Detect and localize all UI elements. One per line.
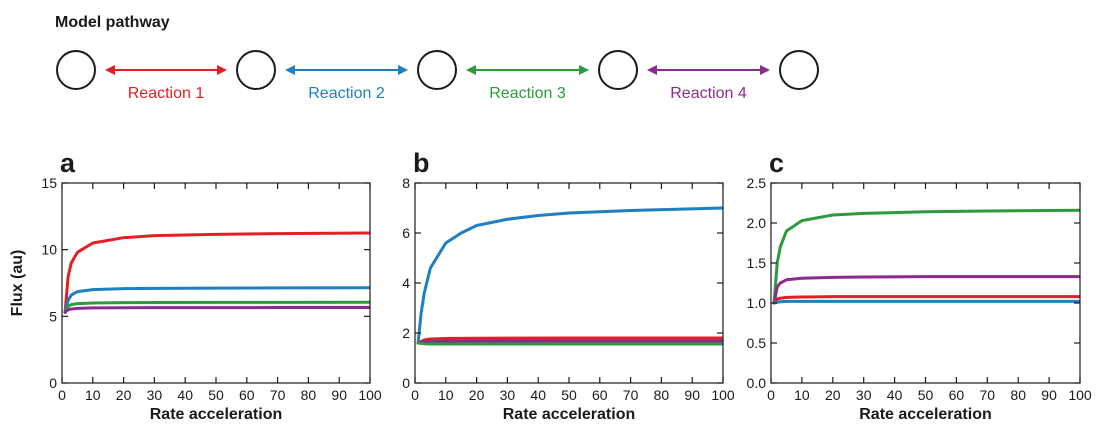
y-tick-label: 0.0 — [747, 375, 767, 391]
y-tick-label: 2.0 — [747, 215, 767, 231]
y-tick-label: 15 — [41, 175, 57, 191]
y-tick-label: 10 — [41, 242, 57, 258]
x-tick-label: 60 — [239, 387, 255, 403]
series-line-b-4 — [416, 341, 723, 346]
x-tick-label: 0 — [58, 387, 66, 403]
pathway-node-2 — [236, 50, 276, 90]
plot-frame-a — [61, 182, 371, 384]
x-tick-label: 70 — [980, 387, 996, 403]
panel-letter-c: c — [769, 148, 784, 178]
x-tick-label: 0 — [767, 387, 775, 403]
series-line-c-4 — [772, 299, 1080, 305]
x-tick-label: 20 — [825, 387, 841, 403]
x-axis-title-a: Rate acceleration — [150, 406, 283, 423]
series-group-c — [772, 208, 1080, 305]
series-line-c-1 — [772, 208, 1080, 305]
x-tick-label: 20 — [469, 387, 485, 403]
x-tick-label: 80 — [301, 387, 317, 403]
reaction-3-label: Reaction 3 — [489, 85, 566, 102]
x-tick-label: 90 — [1041, 387, 1057, 403]
x-tick-label: 70 — [270, 387, 286, 403]
series-line-a-2 — [63, 286, 370, 314]
pathway-node-1 — [56, 50, 96, 90]
series-group-a — [63, 231, 370, 314]
model-pathway: Reaction 1 Reaction 2 Reaction 3 Reaction 4 — [56, 50, 819, 102]
series-line-c-3 — [772, 295, 1080, 305]
x-tick-label: 40 — [530, 387, 546, 403]
reaction-1-label: Reaction 1 — [128, 85, 205, 102]
y-tick-label: 0 — [402, 375, 410, 391]
x-axis-title-b: Rate acceleration — [503, 406, 636, 423]
x-tick-label: 50 — [918, 387, 934, 403]
x-tick-label: 90 — [331, 387, 347, 403]
series-group-b — [416, 206, 723, 346]
y-tick-label: 2.5 — [747, 175, 767, 191]
x-tick-label: 80 — [1010, 387, 1026, 403]
series-line-c-2 — [772, 275, 1080, 305]
x-tick-label: 30 — [500, 387, 516, 403]
x-tick-label: 0 — [411, 387, 419, 403]
x-tick-label: 70 — [623, 387, 639, 403]
x-tick-label: 40 — [887, 387, 903, 403]
y-axis-title-a: Flux (au) — [9, 250, 26, 317]
x-tick-label: 10 — [438, 387, 454, 403]
x-tick-label: 10 — [85, 387, 101, 403]
series-line-a-1 — [63, 231, 370, 314]
x-tick-label: 100 — [358, 387, 382, 403]
reaction-2-label: Reaction 2 — [308, 85, 385, 102]
x-axis-title-c: Rate acceleration — [859, 406, 992, 423]
series-line-a-3 — [63, 300, 370, 314]
x-tick-label: 30 — [856, 387, 872, 403]
x-tick-label: 40 — [177, 387, 193, 403]
x-tick-label: 50 — [208, 387, 224, 403]
y-tick-label: 1.5 — [747, 255, 767, 271]
y-tick-label: 6 — [402, 225, 410, 241]
y-tick-label: 1.0 — [747, 295, 767, 311]
chart-c: c 0 10 20 30 40 50 60 70 80 90 100 0.0 0.5 1.0 1.5 2.0 2.… — [747, 148, 1092, 423]
pathway-node-5 — [779, 50, 819, 90]
reaction-4-label: Reaction 4 — [670, 85, 747, 102]
x-tick-label: 60 — [592, 387, 608, 403]
y-tick-label: 5 — [49, 308, 57, 324]
x-tick-label: 50 — [561, 387, 577, 403]
series-line-a-4 — [63, 306, 370, 314]
y-tick-label: 0.5 — [747, 335, 767, 351]
y-tick-label: 8 — [402, 175, 410, 191]
x-tick-label: 80 — [654, 387, 670, 403]
pathway-title: Model pathway — [55, 14, 170, 31]
series-line-b-3 — [416, 339, 723, 345]
pathway-node-4 — [598, 50, 638, 90]
x-tick-label: 60 — [949, 387, 965, 403]
series-line-b-2 — [416, 336, 723, 345]
x-tick-label: 20 — [116, 387, 132, 403]
y-tick-label: 4 — [402, 275, 410, 291]
chart-a: a 0 10 20 30 40 50 60 70 80 90 100 0 5 10 15 Rate accele… — [9, 148, 382, 423]
chart-b: b 0 10 20 30 40 50 60 70 80 90 100 0 2 4 6 8 Rate acceler… — [402, 148, 735, 423]
pathway-node-3 — [417, 50, 457, 90]
x-tick-label: 10 — [794, 387, 810, 403]
x-tick-label: 90 — [684, 387, 700, 403]
panel-letter-a: a — [60, 148, 76, 178]
x-tick-label: 100 — [1068, 387, 1092, 403]
x-tick-label: 100 — [711, 387, 735, 403]
series-line-b-1 — [416, 206, 723, 345]
y-tick-label: 0 — [49, 375, 57, 391]
y-tick-label: 2 — [402, 325, 410, 341]
x-tick-label: 30 — [147, 387, 163, 403]
panel-letter-b: b — [413, 148, 430, 178]
